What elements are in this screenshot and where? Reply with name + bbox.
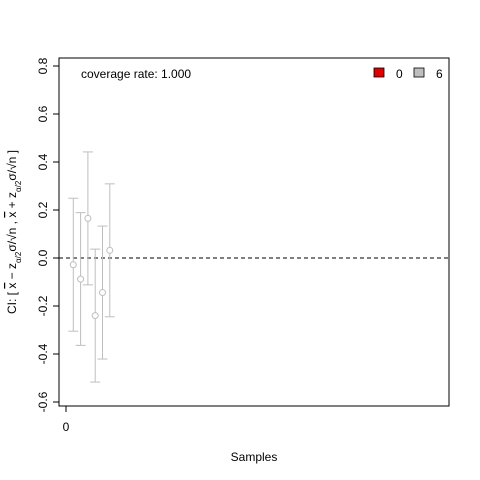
x-axis: 0 bbox=[63, 406, 70, 434]
legend: 0 6 bbox=[373, 67, 443, 81]
y-tick-label: -0.2 bbox=[36, 295, 50, 316]
y-tick-label: 0.0 bbox=[36, 249, 50, 266]
legend-label-1: 6 bbox=[436, 67, 443, 81]
x-tick-label: 0 bbox=[63, 420, 70, 434]
y-tick-label: 0.2 bbox=[36, 201, 50, 218]
coverage-annotation: coverage rate: 1.000 bbox=[81, 67, 191, 81]
interval bbox=[104, 183, 115, 318]
sample-mean-point bbox=[99, 289, 106, 297]
interval bbox=[68, 197, 79, 332]
y-tick-label: 0.8 bbox=[36, 57, 50, 74]
sample-mean-point bbox=[77, 275, 85, 283]
interval bbox=[97, 225, 108, 360]
sample-mean-point bbox=[69, 261, 77, 269]
y-tick-label: -0.6 bbox=[36, 391, 50, 412]
interval bbox=[90, 248, 101, 383]
interval bbox=[82, 151, 93, 286]
interval bbox=[75, 212, 86, 346]
y-tick-label: 0.4 bbox=[36, 153, 50, 170]
legend-swatch-0 bbox=[373, 67, 385, 78]
plot-border bbox=[58, 57, 450, 407]
y-tick-label: -0.4 bbox=[36, 343, 50, 364]
y-axis-label: CI: [ x − zα/2σ/√n , x + zα/2σ/√n ] bbox=[5, 150, 23, 314]
y-axis: -0.6 -0.4 -0.2 0.0 0.2 0.4 0.6 0.8 bbox=[36, 57, 59, 412]
y-tick-label: 0.6 bbox=[36, 105, 50, 122]
legend-swatch-1 bbox=[413, 67, 425, 78]
sample-mean-point bbox=[84, 214, 92, 222]
sample-mean-point bbox=[91, 312, 99, 320]
sample-mean-point bbox=[106, 246, 114, 254]
legend-label-0: 0 bbox=[396, 67, 403, 81]
confidence-intervals bbox=[68, 151, 115, 383]
x-axis-label: Samples bbox=[231, 450, 278, 464]
